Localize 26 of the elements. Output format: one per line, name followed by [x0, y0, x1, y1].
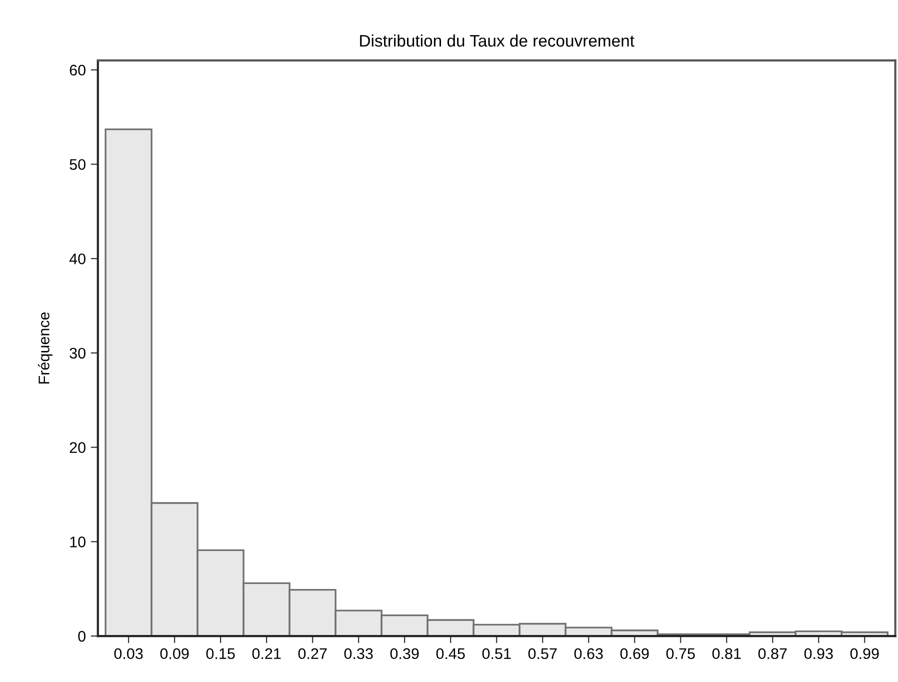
y-axis-title: Fréquence	[38, 312, 52, 384]
x-tick-label: 0.33	[344, 648, 373, 660]
x-tick-label: 0.03	[114, 648, 143, 660]
y-tick-label: 10	[70, 536, 86, 548]
y-tick-label: 30	[70, 348, 86, 359]
y-tick-label: 20	[70, 442, 86, 453]
x-tick-label: 0.39	[390, 648, 419, 660]
x-tick-label: 0.51	[482, 648, 511, 660]
x-tick-label: 0.87	[758, 648, 787, 660]
y-tick-label: 60	[70, 64, 86, 76]
x-tick-label: 0.15	[206, 648, 235, 660]
x-tick-label: 0.81	[712, 648, 741, 660]
x-tick-label: 0.99	[850, 648, 879, 660]
y-tick-label: 50	[70, 159, 86, 170]
chart-title: Distribution du Taux de recouvrement	[360, 34, 634, 47]
x-tick-label: 0.21	[252, 648, 281, 660]
x-tick-label: 0.57	[528, 648, 557, 660]
x-tick-label: 0.75	[666, 648, 695, 660]
x-tick-label: 0.93	[804, 648, 833, 660]
y-tick-label: 0	[78, 630, 86, 642]
x-tick-label: 0.09	[160, 648, 189, 660]
y-tick-label: 40	[69, 253, 86, 264]
x-tick-label: 0.69	[620, 648, 649, 660]
x-tick-label: 0.45	[436, 648, 465, 660]
x-tick-label: 0.63	[574, 648, 603, 660]
x-tick-label: 0.27	[298, 648, 327, 660]
